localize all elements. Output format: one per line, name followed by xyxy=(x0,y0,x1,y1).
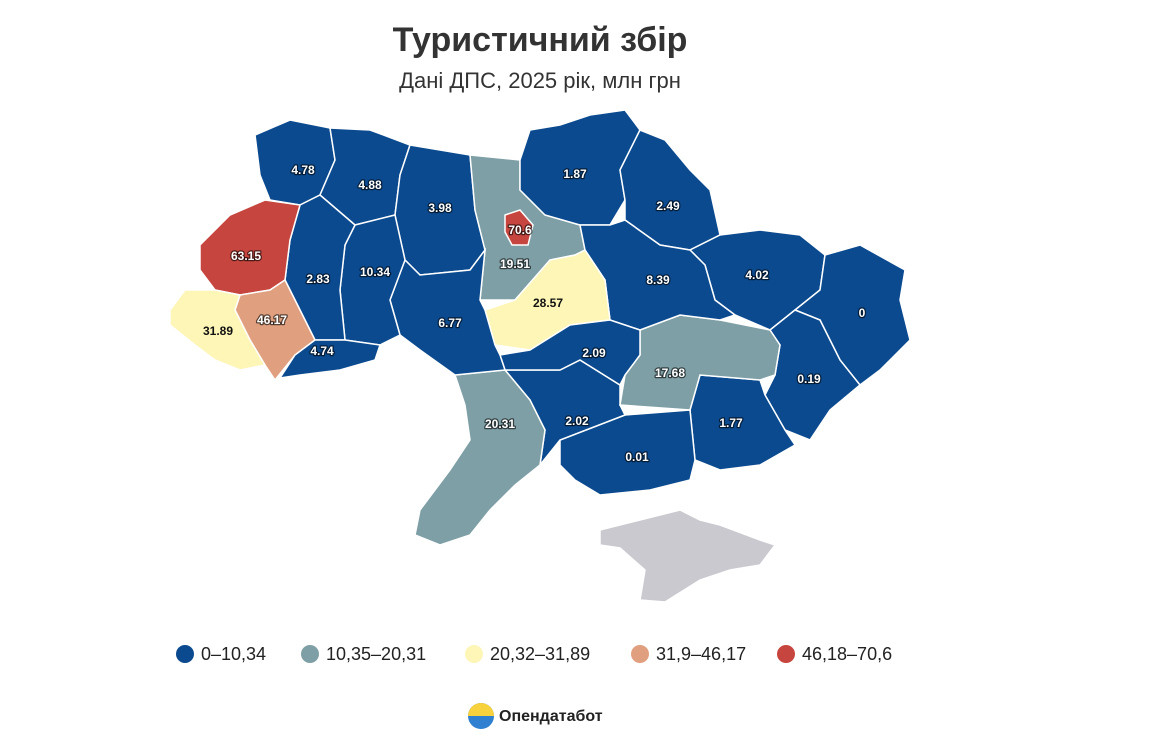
legend-swatch xyxy=(631,645,649,663)
region-value-label: 1.77 xyxy=(719,416,743,430)
region-value-label: 46.17 xyxy=(257,313,287,327)
region-value-label: 70.6 xyxy=(508,223,532,237)
logo-text: Опендатабот xyxy=(499,708,603,725)
legend-swatch xyxy=(465,645,483,663)
region xyxy=(278,339,381,379)
region-value-label: 20.31 xyxy=(485,417,515,431)
region-value-label: 1.87 xyxy=(563,167,587,181)
region-value-label: 3.98 xyxy=(428,201,452,215)
map-title: Туристичний збір xyxy=(393,21,688,59)
region-labels: 4.78 4.88 3.98 19.51 70.6 1.87 2.49 4.02 0 0.19 1.… xyxy=(202,162,867,466)
legend-swatch xyxy=(176,645,194,663)
logo-icon-top xyxy=(468,703,494,716)
legend-label: 0–10,34 xyxy=(201,644,266,664)
region-value-label: 2.02 xyxy=(565,414,589,428)
region-value-label: 17.68 xyxy=(655,366,685,380)
map-subtitle: Дані ДПС, 2025 рік, млн грн xyxy=(399,68,681,93)
region xyxy=(414,369,546,546)
region-value-label: 0 xyxy=(859,306,866,320)
legend-label: 10,35–20,31 xyxy=(326,644,426,664)
region-value-label: 31.89 xyxy=(203,324,233,338)
legend-label: 31,9–46,17 xyxy=(656,644,746,664)
region-value-label: 2.49 xyxy=(656,199,680,213)
legend-label: 46,18–70,6 xyxy=(802,644,892,664)
logo: Опендатабот xyxy=(468,703,603,729)
region-value-label: 6.77 xyxy=(438,316,462,330)
regions xyxy=(169,109,911,546)
region-value-label: 8.39 xyxy=(646,273,670,287)
region-value-label: 19.51 xyxy=(500,257,530,271)
region-value-label: 0.01 xyxy=(625,450,649,464)
region-value-label: 0.19 xyxy=(797,372,821,386)
region-value-label: 4.74 xyxy=(310,344,334,358)
region-value-label: 4.02 xyxy=(745,268,769,282)
legend-swatch xyxy=(301,645,319,663)
region xyxy=(559,409,696,496)
legend: 0–10,34 10,35–20,31 20,32–31,89 31,9–46,17 4… xyxy=(176,644,892,664)
region xyxy=(389,247,507,376)
region-value-label: 4.88 xyxy=(358,178,382,192)
region-value-label: 2.83 xyxy=(306,272,330,286)
region xyxy=(793,244,911,387)
region-value-label: 63.15 xyxy=(231,249,261,263)
region-value-label: 10.34 xyxy=(360,265,390,279)
legend-label: 20,32–31,89 xyxy=(490,644,590,664)
region-value-label: 28.57 xyxy=(533,296,563,310)
region xyxy=(504,209,534,246)
region-value-label: 2.09 xyxy=(582,346,606,360)
legend-swatch xyxy=(777,645,795,663)
crimea xyxy=(599,509,777,603)
region-value-label: 4.78 xyxy=(291,163,315,177)
region xyxy=(169,289,267,371)
